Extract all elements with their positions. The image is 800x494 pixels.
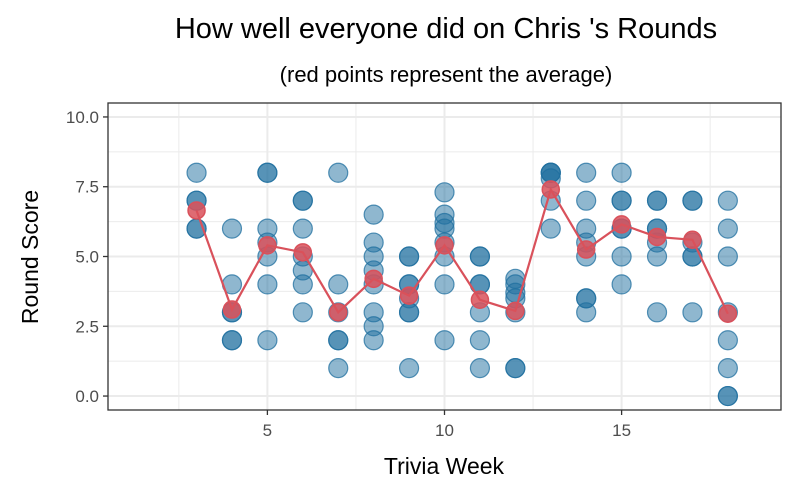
score-point — [717, 358, 738, 379]
score-point — [292, 302, 313, 323]
score-point — [363, 330, 384, 351]
score-point — [257, 274, 278, 295]
score-point — [682, 302, 703, 323]
score-point — [646, 302, 668, 323]
score-point — [717, 330, 738, 351]
y-tick-label: 2.5 — [75, 317, 99, 336]
average-point — [222, 300, 242, 319]
score-point — [398, 246, 420, 267]
x-axis-title: Trivia Week — [384, 453, 505, 479]
score-point — [469, 246, 491, 267]
chart-subtitle: (red points represent the average) — [280, 62, 613, 87]
average-point — [470, 290, 490, 310]
average-point — [258, 236, 277, 255]
score-point — [186, 162, 207, 183]
score-point — [682, 246, 703, 267]
score-point — [398, 358, 420, 379]
score-point — [576, 162, 597, 183]
score-point — [434, 330, 455, 351]
score-point — [682, 190, 703, 211]
score-point — [434, 274, 455, 295]
y-axis: 0.0 2.5 5.0 7.5 10.0 — [66, 108, 108, 406]
score-point — [328, 358, 349, 379]
chart-title: How well everyone did on Chris 's Rounds — [175, 13, 717, 45]
score-point — [611, 274, 632, 295]
score-point — [505, 358, 526, 379]
score-point — [717, 246, 738, 267]
score-point — [646, 190, 668, 211]
average-point — [647, 227, 667, 247]
y-tick-label: 5.0 — [75, 248, 99, 267]
score-point — [257, 162, 278, 183]
score-point — [611, 190, 632, 211]
score-point — [576, 302, 597, 323]
scatter-points — [186, 162, 738, 407]
x-tick-label: 5 — [263, 421, 272, 440]
average-point — [683, 230, 702, 250]
average-point — [541, 180, 561, 199]
average-point — [576, 240, 596, 259]
score-point — [576, 190, 597, 211]
score-point — [717, 218, 738, 239]
score-point — [257, 330, 278, 351]
score-point — [398, 302, 420, 323]
average-line — [195, 186, 729, 315]
score-point — [646, 246, 668, 267]
score-point — [328, 274, 349, 295]
score-point — [363, 204, 384, 225]
score-point — [292, 274, 313, 295]
average-point — [399, 286, 419, 305]
y-tick-label: 7.5 — [75, 178, 99, 197]
score-point — [717, 385, 738, 407]
score-point — [611, 246, 632, 267]
score-point — [469, 330, 491, 351]
average-point — [612, 215, 631, 234]
average-point — [718, 304, 738, 323]
y-tick-label: 0.0 — [75, 387, 99, 406]
score-point — [328, 330, 349, 351]
score-point — [292, 218, 313, 239]
score-point — [469, 358, 491, 379]
score-point — [221, 218, 243, 239]
score-point — [328, 162, 349, 183]
y-tick-label: 10.0 — [66, 108, 99, 127]
average-point — [506, 301, 525, 321]
x-tick-label: 15 — [612, 421, 631, 440]
average-series — [187, 180, 738, 323]
score-point — [434, 182, 455, 203]
score-point — [717, 190, 738, 211]
score-point — [540, 218, 561, 239]
x-axis: 5 10 15 — [263, 410, 631, 440]
average-point — [328, 303, 348, 322]
average-point — [293, 243, 313, 262]
score-point — [221, 330, 243, 351]
x-tick-label: 10 — [435, 421, 454, 440]
average-point — [364, 269, 383, 289]
y-axis-title: Round Score — [17, 190, 43, 324]
score-point — [611, 162, 632, 183]
average-point — [187, 201, 206, 220]
average-point — [435, 236, 454, 255]
score-point — [292, 190, 313, 211]
